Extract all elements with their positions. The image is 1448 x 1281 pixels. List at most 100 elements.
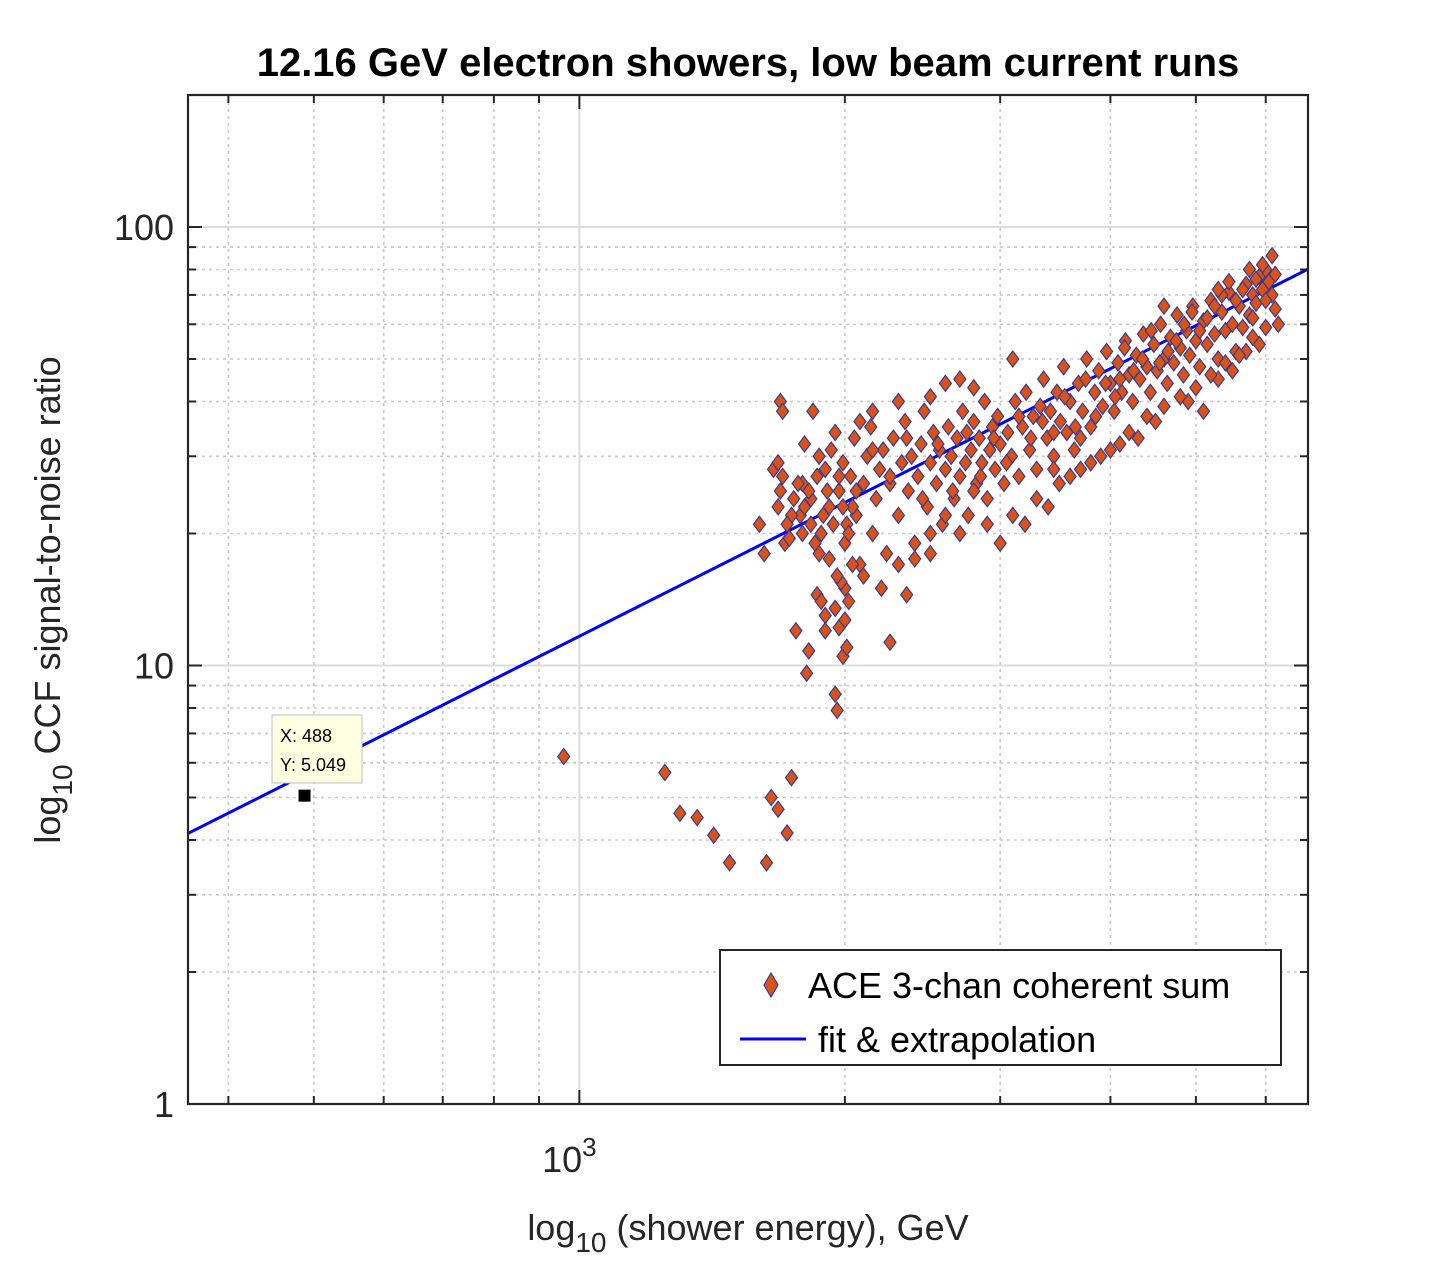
data-point — [764, 788, 778, 807]
data-point — [1126, 361, 1141, 380]
data-point — [879, 544, 894, 563]
data-point — [1232, 346, 1247, 365]
data-point — [876, 441, 890, 460]
x-axis-label-subscript: 10 — [575, 1227, 606, 1258]
data-point — [1001, 423, 1015, 442]
data-point — [1255, 255, 1270, 274]
data-point — [872, 460, 887, 479]
data-point — [899, 585, 914, 604]
data-point — [757, 544, 771, 563]
data-point — [1052, 474, 1067, 493]
data-point — [802, 641, 816, 660]
data-point — [1135, 350, 1150, 369]
data-point — [1107, 402, 1121, 421]
data-point — [1084, 453, 1098, 472]
y-axis-label-rest: CCF signal-to-noise ratio — [27, 356, 68, 764]
data-point — [1079, 350, 1094, 369]
data-point — [658, 763, 672, 782]
data-point — [1211, 280, 1225, 299]
chart-title: 12.16 GeV electron showers, low beam cur… — [257, 41, 1240, 85]
data-point — [1043, 402, 1058, 421]
data-point — [1006, 350, 1020, 369]
data-point — [988, 460, 1002, 479]
legend-box — [719, 949, 1282, 1066]
data-point — [856, 474, 871, 493]
data-point — [967, 378, 981, 397]
data-point — [1160, 374, 1175, 393]
data-point — [901, 482, 916, 501]
data-point — [1018, 515, 1032, 534]
data-point — [841, 592, 856, 611]
legend-entry-fit: fit & extrapolation — [818, 1019, 1096, 1060]
data-point — [1268, 300, 1282, 319]
points-layer — [556, 246, 1286, 872]
data-point — [1177, 315, 1191, 334]
data-point — [1098, 374, 1113, 393]
y-axis-label-base: log — [27, 796, 68, 844]
data-point — [983, 441, 997, 460]
data-point — [874, 579, 889, 598]
data-point — [810, 467, 824, 486]
data-point — [972, 429, 986, 448]
data-point — [944, 447, 958, 466]
data-point — [883, 467, 897, 486]
legend[interactable]: ACE 3-chan coherent sum fit & extrapolat… — [719, 949, 1282, 1066]
data-point — [849, 482, 863, 501]
data-point — [1143, 383, 1158, 402]
data-point — [938, 506, 953, 525]
data-point — [1088, 383, 1102, 402]
data-point — [804, 515, 818, 534]
data-point — [840, 638, 854, 657]
y-tick-label: 1 — [154, 1084, 174, 1125]
data-point — [818, 621, 832, 640]
data-point — [771, 497, 785, 516]
data-point — [938, 374, 953, 393]
data-point — [1265, 246, 1279, 265]
data-point — [1036, 370, 1051, 389]
data-point — [1271, 315, 1286, 334]
data-point — [771, 453, 785, 472]
data-point — [1012, 407, 1026, 426]
data-point — [865, 441, 880, 460]
data-point — [814, 524, 828, 543]
data-point — [1046, 423, 1061, 442]
data-point — [1196, 402, 1211, 421]
data-point — [914, 434, 928, 453]
data-point — [759, 853, 774, 872]
data-point — [797, 434, 812, 453]
datatip-marker[interactable] — [298, 789, 311, 802]
data-point — [1046, 460, 1061, 479]
data-point — [1200, 309, 1214, 328]
data-point — [999, 453, 1014, 472]
data-point — [945, 482, 960, 501]
data-point — [1029, 489, 1044, 508]
data-point — [845, 497, 860, 516]
data-point — [1258, 318, 1273, 337]
data-point — [797, 497, 812, 516]
data-point — [802, 482, 816, 501]
data-point — [838, 610, 852, 629]
data-point — [791, 474, 805, 493]
data-point — [789, 621, 803, 640]
data-point — [1099, 342, 1114, 361]
data-point — [955, 402, 970, 421]
data-point — [824, 441, 838, 460]
legend-entry-scatter: ACE 3-chan coherent sum — [808, 965, 1230, 1006]
data-point — [898, 412, 912, 431]
data-point — [1073, 429, 1088, 448]
datatip-y-label: Y: 5.049 — [280, 755, 346, 775]
data-point — [1173, 387, 1187, 406]
data-point — [1268, 265, 1282, 284]
data-point — [853, 412, 867, 431]
data-point — [830, 701, 844, 720]
data-point — [828, 599, 842, 618]
data-point — [1161, 342, 1175, 361]
datatip[interactable]: X: 488 Y: 5.049 — [271, 714, 363, 802]
data-point — [865, 402, 880, 421]
data-point — [832, 467, 846, 486]
data-point — [1189, 378, 1203, 397]
data-point — [869, 489, 883, 508]
data-point — [845, 555, 860, 574]
data-point — [1033, 397, 1047, 416]
